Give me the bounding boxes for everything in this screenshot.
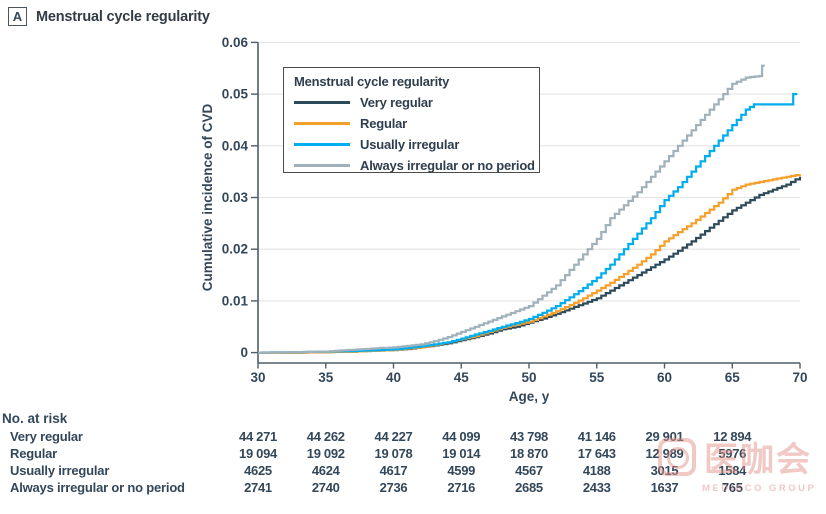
risk-count: 44 271 — [239, 429, 277, 444]
x-axis-title: Age, y — [509, 389, 550, 404]
risk-count: 44 262 — [306, 429, 345, 444]
legend-item: Regular — [284, 113, 539, 134]
x-tick-label: 65 — [725, 370, 741, 385]
legend-item: Always irregular or no period — [284, 155, 539, 176]
risk-count: 18 870 — [510, 446, 548, 461]
y-tick-label: 0.05 — [222, 87, 249, 102]
risk-count: 19 078 — [374, 446, 413, 461]
risk-count: 17 643 — [577, 446, 616, 461]
risk-count: 765 — [721, 480, 743, 495]
y-tick-label: 0.03 — [222, 190, 249, 205]
risk-count: 12 989 — [645, 446, 684, 461]
risk-count: 19 014 — [442, 446, 481, 461]
risk-count: 41 146 — [577, 429, 616, 444]
x-tick-label: 45 — [454, 370, 470, 385]
risk-count: 4624 — [311, 463, 340, 478]
y-tick-label: 0.04 — [222, 138, 249, 153]
series-line-usually-irregular — [258, 93, 798, 354]
legend-label: Very regular — [360, 95, 433, 110]
legend-line-swatch — [294, 122, 350, 125]
legend-label: Usually irregular — [360, 137, 460, 152]
y-tick-label: 0.06 — [222, 35, 249, 50]
legend-title: Menstrual cycle regularity — [294, 74, 450, 89]
risk-count: 44 099 — [442, 429, 481, 444]
risk-row-label: Very regular — [10, 429, 83, 444]
cumulative-incidence-chart: 30 35 40 45 50 55 60 65 70 0 0.01 0.02 0.03 0.04 0.05 0… — [200, 35, 808, 404]
risk-count: 4188 — [582, 463, 611, 478]
risk-count: 4625 — [244, 463, 272, 478]
risk-table-header: No. at risk — [2, 411, 68, 426]
panel-label: A — [12, 9, 23, 24]
risk-count: 43 798 — [510, 429, 548, 444]
risk-count: 4599 — [447, 463, 476, 478]
risk-count: 2685 — [515, 480, 543, 495]
risk-count: 2716 — [447, 480, 476, 495]
figure-header: A Menstrual cycle regularity — [8, 7, 210, 26]
x-tick-label: 30 — [250, 370, 265, 385]
legend-rows: Very regular Regular Usually irregular Alwa… — [284, 92, 539, 176]
risk-row-label: Always irregular or no period — [10, 480, 185, 495]
legend-item: Usually irregular — [284, 134, 539, 155]
x-tick-label: 60 — [657, 370, 672, 385]
series-line-always-irregular-or-no-period — [258, 64, 765, 354]
risk-count: 19 094 — [239, 446, 277, 461]
legend-label: Always irregular or no period — [360, 158, 535, 173]
risk-count: 2741 — [244, 480, 272, 495]
x-tick-label: 55 — [589, 370, 605, 385]
series-line-regular — [258, 174, 802, 354]
risk-count: 1584 — [718, 463, 747, 478]
risk-count: 4567 — [515, 463, 543, 478]
risk-count: 19 092 — [306, 446, 345, 461]
risk-row-label: Usually irregular — [10, 463, 110, 478]
legend-item: Very regular — [284, 92, 539, 113]
risk-row-label: Regular — [10, 446, 58, 461]
legend-line-swatch — [294, 101, 350, 104]
x-tick-label: 35 — [318, 370, 334, 385]
risk-count: 2740 — [311, 480, 340, 495]
figure-title: Menstrual cycle regularity — [36, 8, 210, 25]
risk-count: 4617 — [379, 463, 408, 478]
chart-legend: Menstrual cycle regularity Very regular R… — [283, 67, 540, 173]
y-tick-label: 0.02 — [222, 242, 248, 257]
x-tick-label: 50 — [521, 370, 536, 385]
risk-count: 5976 — [718, 446, 747, 461]
legend-line-swatch — [294, 143, 350, 146]
risk-count: 2736 — [379, 480, 408, 495]
y-tick-label: 0 — [240, 345, 248, 360]
risk-count: 2433 — [582, 480, 611, 495]
risk-count: 44 227 — [374, 429, 413, 444]
risk-count: 12 894 — [713, 429, 752, 444]
legend-line-swatch — [294, 164, 350, 167]
x-tick-label: 70 — [792, 370, 807, 385]
x-tick-label: 40 — [386, 370, 401, 385]
panel-label-box: A — [8, 7, 27, 26]
legend-label: Regular — [360, 116, 408, 131]
y-axis-title: Cumulative incidence of CVD — [200, 103, 215, 291]
risk-count: 1637 — [650, 480, 679, 495]
y-tick-label: 0.01 — [222, 293, 249, 308]
